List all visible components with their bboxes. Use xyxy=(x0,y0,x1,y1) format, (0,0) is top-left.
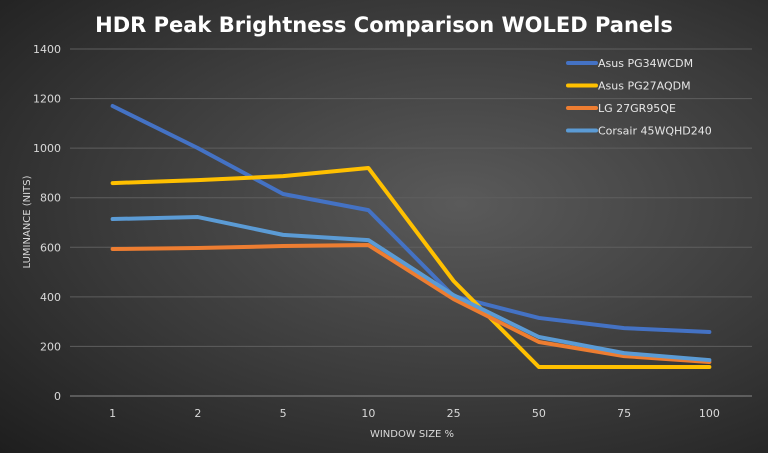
x-tick-label: 10 xyxy=(361,407,375,420)
legend-label: Corsair 45WQHD240 xyxy=(598,125,712,138)
x-tick-label: 100 xyxy=(699,407,720,420)
series-line-3 xyxy=(110,215,712,363)
x-axis-label: WINDOW SIZE % xyxy=(370,429,454,440)
y-tick-label: 1200 xyxy=(33,93,61,106)
y-tick-label: 0 xyxy=(54,390,61,403)
chart-title: HDR Peak Brightness Comparison WOLED Pan… xyxy=(95,13,673,37)
y-tick-label: 600 xyxy=(40,241,61,254)
legend-label: LG 27GR95QE xyxy=(598,102,676,115)
y-tick-label: 1000 xyxy=(33,142,61,155)
x-tick-label: 1 xyxy=(109,407,116,420)
series-line-2 xyxy=(110,243,712,365)
legend-label: Asus PG34WCDM xyxy=(598,57,693,70)
x-tick-label: 25 xyxy=(447,407,461,420)
series-line-1 xyxy=(110,165,712,370)
x-tick-label: 2 xyxy=(194,407,201,420)
x-tick-label: 75 xyxy=(617,407,631,420)
legend-label: Asus PG27AQDM xyxy=(598,80,691,93)
y-axis-label: LUMINANCE (NITS) xyxy=(22,175,33,268)
x-tick-label: 5 xyxy=(280,407,287,420)
x-tick-label: 50 xyxy=(532,407,546,420)
y-tick-label: 1400 xyxy=(33,43,61,56)
y-tick-label: 200 xyxy=(40,340,61,353)
y-tick-label: 800 xyxy=(40,192,61,205)
series-line-0 xyxy=(110,104,712,335)
y-tick-label: 400 xyxy=(40,291,61,304)
